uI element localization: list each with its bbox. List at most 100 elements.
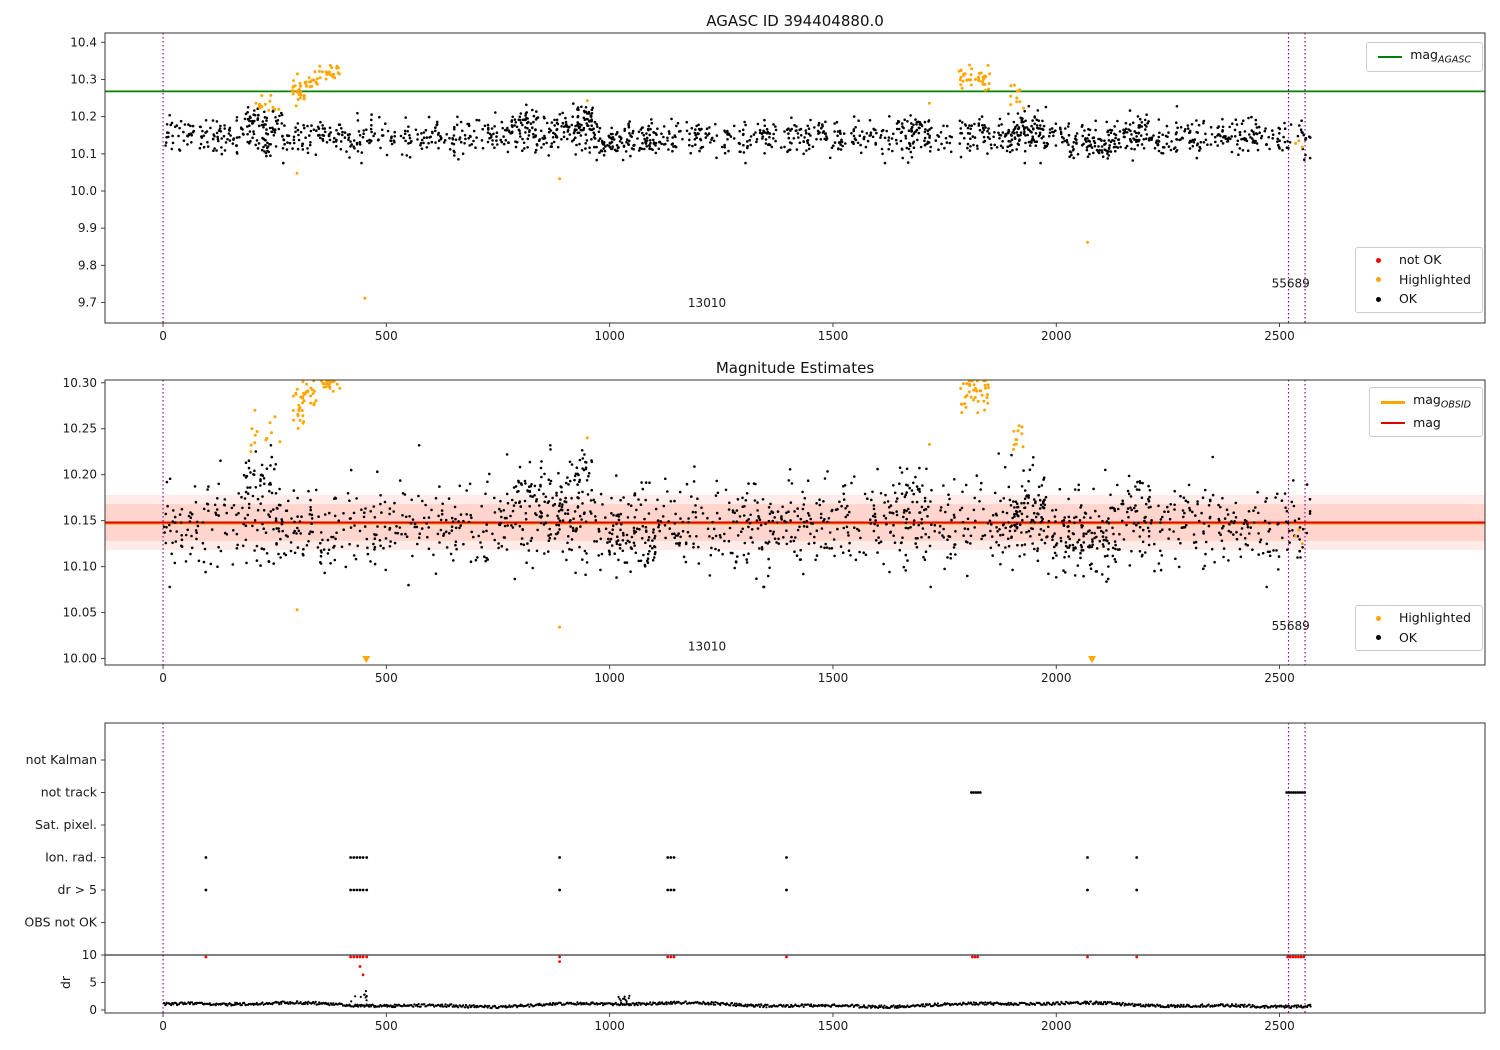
legend-label: Highlighted — [1398, 271, 1471, 287]
legend-label-sub: OBSID — [1440, 399, 1471, 411]
plot-2-data — [105, 380, 1485, 665]
x-tick-label: 1500 — [818, 329, 849, 343]
flag-points — [204, 791, 1306, 892]
scatter-highlighted — [249, 380, 1304, 629]
highlighted-marker-swatch — [1376, 277, 1382, 283]
highlighted-marker-swatch — [1376, 615, 1382, 621]
flag-row-label: dr > 5 — [58, 882, 97, 897]
flag-row-label: not Kalman — [26, 752, 97, 767]
legend-item-ok: OK — [1367, 629, 1471, 645]
obsid-annotation: 55689 — [1272, 619, 1310, 633]
x-tick-label: 2000 — [1041, 1019, 1072, 1033]
dr-tick-label: 5 — [89, 976, 97, 990]
legend-plot2-markers: Highlighted OK — [1354, 605, 1483, 651]
y-tick-label: 10.30 — [63, 376, 97, 390]
legend-handle — [1367, 296, 1391, 302]
legend-item-highlighted: Highlighted — [1367, 610, 1471, 625]
legend-label-text: mag — [1410, 47, 1438, 62]
legend-label: not OK — [1398, 252, 1442, 267]
x-tick-label: 1000 — [594, 329, 625, 343]
legend-item-highlighted: Highlighted — [1367, 271, 1471, 287]
y-tick-label: 10.05 — [63, 606, 97, 620]
y-tick-label: 10.10 — [63, 560, 97, 574]
legend-handle — [1367, 635, 1391, 641]
legend-handle — [1367, 257, 1391, 263]
scatter-ok — [164, 102, 1312, 165]
legend-label: magAGASC — [1410, 47, 1471, 66]
x-tick-label: 2500 — [1264, 1019, 1295, 1033]
y-tick-label: 10.25 — [63, 422, 97, 436]
x-tick-label: 1000 — [594, 1019, 625, 1033]
x-tick-label: 0 — [159, 671, 167, 685]
x-tick-label: 1500 — [818, 1019, 849, 1033]
x-tick-label: 2000 — [1041, 329, 1072, 343]
clipped-low-marker — [1087, 656, 1096, 663]
plot-2: 13010 55689 0 500 1000 1500 2000 2500 10.00 10.05… — [63, 376, 1486, 685]
legend-handle — [1378, 55, 1403, 59]
y-tick-label: 9.7 — [78, 296, 97, 310]
x-tick-label: 500 — [375, 1019, 398, 1033]
x-tick-label: 1000 — [594, 671, 625, 685]
mag-line-swatch — [1381, 422, 1406, 425]
legend-handle — [1367, 615, 1391, 621]
plot-3-data — [105, 723, 1485, 1013]
legend-label: Highlighted — [1398, 610, 1471, 625]
not-ok-marker-swatch — [1376, 257, 1382, 263]
legend-mag-lines: magOBSID mag — [1369, 387, 1483, 437]
dr-tick-label: 0 — [89, 1003, 97, 1017]
flag-row-label: Ion. rad. — [45, 850, 97, 865]
flag-row-label: OBS not OK — [24, 915, 97, 930]
flag-row-label: not track — [41, 785, 98, 800]
x-tick-label: 500 — [375, 671, 398, 685]
ok-marker-swatch — [1376, 635, 1382, 641]
y-tick-label: 10.4 — [70, 35, 97, 49]
legend-label-sub: AGASC — [1437, 54, 1471, 66]
x-tick-label: 2500 — [1264, 671, 1295, 685]
y-tick-label: 10.1 — [70, 147, 97, 161]
legend-agasc-line: magAGASC — [1366, 42, 1483, 72]
x-tick-label: 500 — [375, 329, 398, 343]
dr-tick-label: 10 — [82, 948, 97, 962]
legend-handle — [1381, 400, 1406, 404]
plot-1: 13010 55689 0 500 1000 1500 2000 2500 9.7 9.8 9.9 1… — [70, 32, 1486, 343]
legend-label: mag — [1413, 415, 1441, 430]
scatter-ok — [162, 444, 1312, 589]
legend-handle — [1367, 277, 1391, 283]
y-tick-label: 9.9 — [78, 221, 97, 235]
y-tick-label: 10.0 — [70, 184, 97, 198]
dr-axis-label: dr — [58, 975, 73, 989]
scatter-highlighted — [254, 63, 1304, 300]
x-tick-label: 2000 — [1041, 671, 1072, 685]
axes-frame — [104, 32, 1486, 324]
y-tick-label: 10.00 — [63, 652, 97, 666]
y-tick-label: 10.3 — [70, 72, 97, 86]
agasc-line-swatch — [1378, 55, 1403, 59]
dr-clipped-points — [204, 955, 1306, 977]
clipped-low-marker — [362, 656, 371, 663]
y-tick-label: 10.20 — [63, 468, 97, 482]
legend-item-mag: mag — [1381, 415, 1471, 430]
x-tick-label: 0 — [159, 329, 167, 343]
x-tick-label: 1500 — [818, 671, 849, 685]
legend-item-ok: OK — [1367, 291, 1471, 306]
obsid-line-swatch — [1381, 400, 1406, 404]
plot-1-data — [105, 33, 1485, 323]
y-tick-label: 10.2 — [70, 110, 97, 124]
legend-label-text: mag — [1413, 415, 1441, 430]
legend-handle — [1381, 422, 1406, 425]
legend-item-mag-agasc: magAGASC — [1378, 47, 1471, 66]
dr-trace — [163, 990, 1312, 1010]
legend-item-mag-obsid: magOBSID — [1381, 392, 1471, 411]
x-tick-label: 0 — [159, 1019, 167, 1033]
legend-label: OK — [1398, 629, 1417, 645]
axes-frame — [104, 379, 1486, 666]
legend-plot1-markers: not OK Highlighted OK — [1354, 247, 1483, 313]
x-tick-label: 2500 — [1264, 329, 1295, 343]
y-tick-label: 9.8 — [78, 258, 97, 272]
legend-label: magOBSID — [1413, 392, 1471, 411]
legend-label-text: mag — [1413, 392, 1441, 407]
legend-label: OK — [1398, 291, 1417, 306]
axes-frame — [104, 722, 1486, 1014]
